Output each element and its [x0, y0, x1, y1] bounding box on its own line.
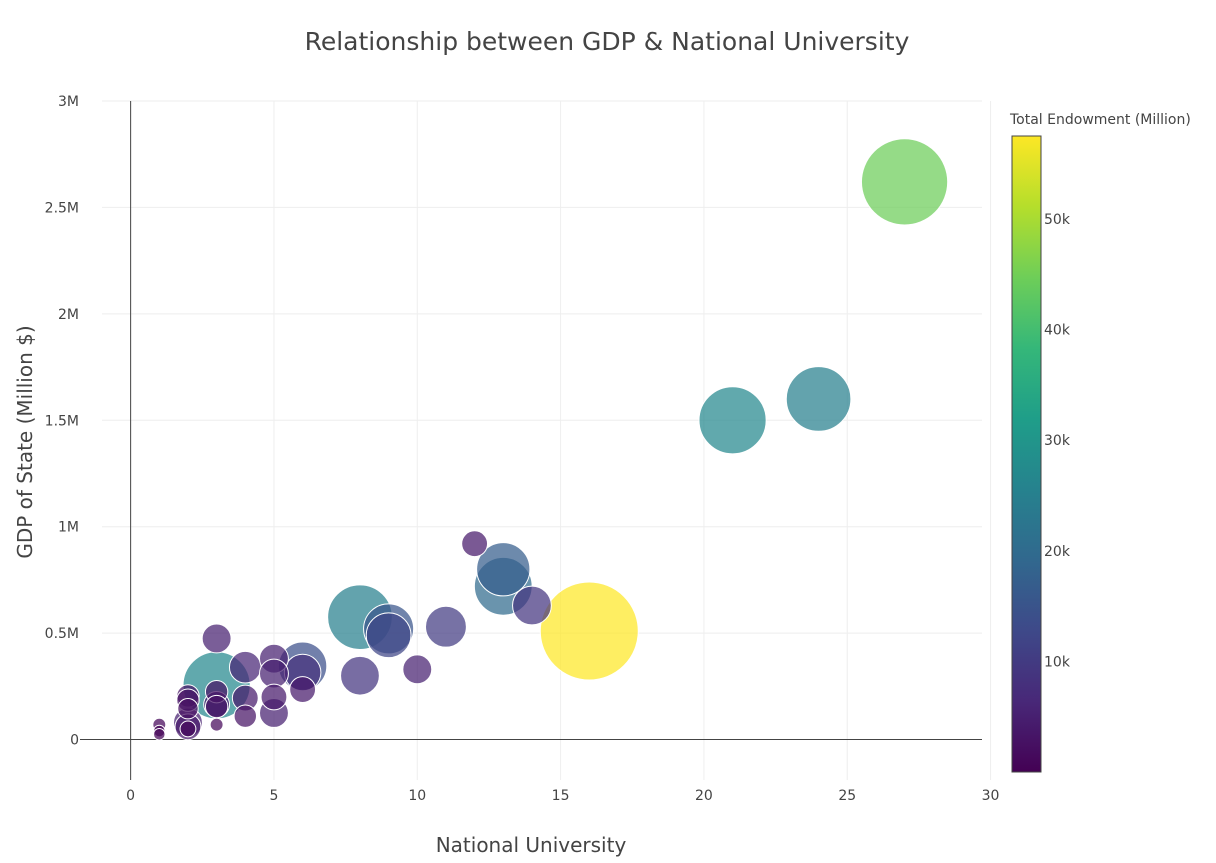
colorbar-tick-label: 30k: [1044, 433, 1071, 449]
data-point[interactable]: [260, 683, 288, 711]
x-tick-label: 25: [838, 788, 856, 804]
colorbar-gradient: [1011, 135, 1042, 773]
data-point[interactable]: [228, 650, 262, 684]
colorbar-tick-label: 20k: [1044, 544, 1071, 560]
tick-labels: 0 5 10 15 20 25 30 0 0.5M 1M 1.5M 2M 2.5M 3M: [45, 94, 1000, 804]
axes: [80, 101, 982, 780]
x-tick-label: 10: [408, 788, 426, 804]
data-point[interactable]: [476, 542, 531, 597]
data-point[interactable]: [860, 138, 949, 226]
colorbar[interactable]: Total Endowment (Million) 10k 20k 30k 40k 50…: [1009, 112, 1191, 773]
y-tick-label: 2M: [58, 307, 79, 323]
data-point[interactable]: [204, 694, 229, 719]
data-point[interactable]: [340, 655, 380, 696]
data-point[interactable]: [209, 717, 224, 732]
data-point[interactable]: [785, 366, 852, 432]
data-point[interactable]: [179, 720, 197, 738]
data-point[interactable]: [698, 386, 767, 455]
y-tick-label: 0.5M: [45, 626, 79, 642]
data-point[interactable]: [425, 605, 467, 648]
data-point[interactable]: [365, 612, 412, 659]
data-point[interactable]: [153, 727, 166, 741]
y-axis-title: GDP of State (Million $): [13, 325, 37, 558]
data-point[interactable]: [539, 581, 639, 681]
x-axis-title: National University: [436, 833, 627, 857]
chart-title: Relationship between GDP & National Univ…: [305, 27, 910, 56]
data-point[interactable]: [201, 623, 232, 654]
x-tick-label: 20: [695, 788, 713, 804]
y-tick-label: 0: [70, 733, 79, 749]
data-point[interactable]: [461, 530, 489, 558]
colorbar-tick-label: 40k: [1044, 323, 1071, 339]
y-tick-label: 1M: [58, 520, 79, 536]
y-tick-label: 1.5M: [45, 413, 79, 429]
y-tick-label: 2.5M: [45, 200, 79, 216]
colorbar-title: Total Endowment (Million): [1009, 112, 1191, 128]
colorbar-tick-label: 50k: [1044, 212, 1071, 228]
data-point[interactable]: [177, 697, 199, 720]
y-tick-label: 3M: [58, 94, 79, 110]
colorbar-tick-label: 10k: [1044, 654, 1071, 670]
data-point[interactable]: [512, 585, 552, 626]
data-points: [152, 138, 949, 741]
data-point[interactable]: [289, 676, 317, 703]
x-tick-label: 5: [269, 788, 278, 804]
x-tick-label: 30: [982, 788, 1000, 804]
data-point[interactable]: [233, 704, 257, 728]
x-tick-label: 0: [126, 788, 135, 804]
data-point[interactable]: [402, 654, 433, 685]
x-tick-label: 15: [552, 788, 570, 804]
